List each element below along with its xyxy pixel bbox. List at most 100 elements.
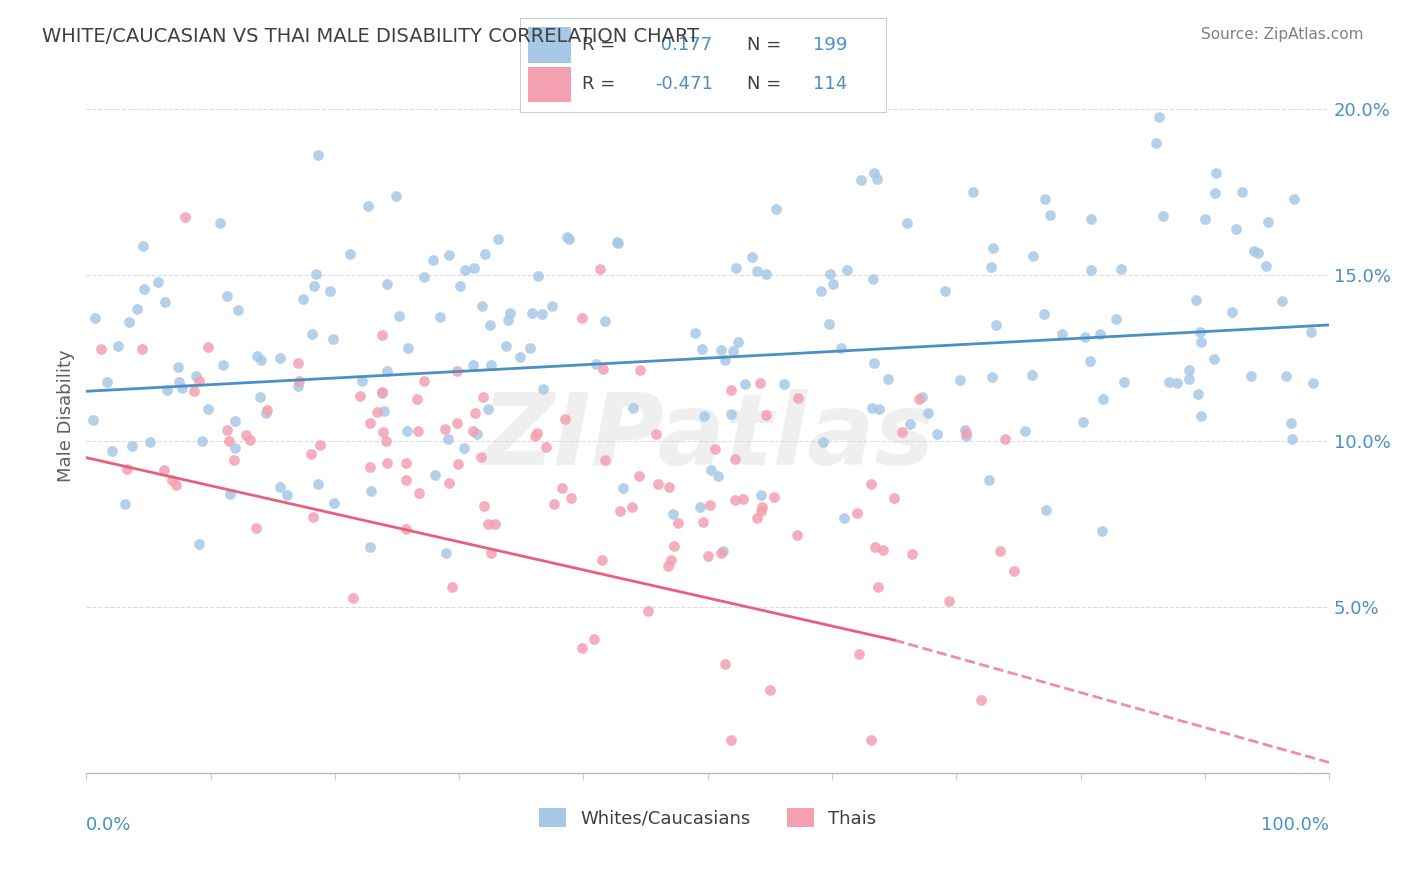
Point xyxy=(1247,246,1270,260)
Point xyxy=(464,406,486,420)
Point xyxy=(349,389,371,403)
Point xyxy=(486,232,509,246)
Point xyxy=(862,272,884,286)
Point xyxy=(352,374,374,388)
Point xyxy=(269,480,291,494)
Point xyxy=(219,487,242,501)
Point xyxy=(1239,368,1261,383)
Point xyxy=(474,247,496,261)
Point xyxy=(1220,305,1243,319)
Point xyxy=(375,456,398,470)
Point xyxy=(749,487,772,501)
Point xyxy=(1302,376,1324,390)
Text: N =: N = xyxy=(747,75,782,94)
Point xyxy=(1080,262,1102,277)
Point xyxy=(1033,307,1056,321)
Point xyxy=(745,264,768,278)
Point xyxy=(1021,368,1043,383)
Point xyxy=(755,267,778,281)
Point xyxy=(519,341,541,355)
Point xyxy=(90,342,112,356)
Point xyxy=(689,500,711,515)
Point xyxy=(395,424,418,438)
Point xyxy=(1184,293,1206,307)
Point xyxy=(235,427,257,442)
Point xyxy=(373,425,395,440)
Point xyxy=(721,344,744,359)
Point xyxy=(408,486,430,500)
Point xyxy=(118,315,141,329)
Point xyxy=(209,217,232,231)
Point xyxy=(226,303,249,318)
Point xyxy=(647,477,669,491)
Point xyxy=(288,375,311,389)
Point xyxy=(723,493,745,508)
Y-axis label: Male Disability: Male Disability xyxy=(58,350,75,483)
Point xyxy=(470,450,492,464)
Point xyxy=(307,148,329,162)
Point xyxy=(370,384,392,399)
Point xyxy=(461,424,484,438)
Point xyxy=(745,511,768,525)
Point xyxy=(984,318,1007,332)
Point xyxy=(160,473,183,487)
Point xyxy=(307,477,329,491)
Point xyxy=(446,364,468,378)
Point xyxy=(835,263,858,277)
Point xyxy=(990,544,1012,558)
Point xyxy=(720,732,742,747)
Point xyxy=(446,416,468,430)
Point xyxy=(1091,392,1114,406)
Point xyxy=(131,239,153,253)
Point xyxy=(484,516,506,531)
Point xyxy=(139,434,162,449)
Text: R =: R = xyxy=(582,36,616,54)
Point xyxy=(375,277,398,291)
Text: -0.471: -0.471 xyxy=(655,75,713,94)
Point xyxy=(470,299,492,313)
Point xyxy=(994,432,1017,446)
Point xyxy=(187,537,209,551)
Point xyxy=(375,434,398,449)
Point xyxy=(1039,208,1062,222)
Point xyxy=(720,407,742,421)
Point xyxy=(305,267,328,281)
Point xyxy=(82,413,104,427)
Point xyxy=(453,441,475,455)
Point xyxy=(628,468,651,483)
Legend: Whites/Caucasians, Thais: Whites/Caucasians, Thais xyxy=(531,801,884,835)
Point xyxy=(479,318,502,332)
Point xyxy=(1014,424,1036,438)
Point xyxy=(412,269,434,284)
Point xyxy=(472,390,495,404)
Point xyxy=(1204,351,1226,366)
Point xyxy=(877,372,900,386)
Point xyxy=(359,540,381,554)
Point xyxy=(167,359,190,374)
Point xyxy=(583,632,606,646)
Point xyxy=(187,374,209,388)
Point xyxy=(212,358,235,372)
Point xyxy=(395,456,418,470)
Point xyxy=(733,491,755,506)
Point xyxy=(531,382,554,396)
Point xyxy=(454,263,477,277)
Point xyxy=(523,428,546,442)
Point xyxy=(434,422,457,436)
Point xyxy=(543,497,565,511)
Point xyxy=(1254,259,1277,273)
Point xyxy=(710,546,733,560)
Point xyxy=(84,311,107,326)
Point xyxy=(101,444,124,458)
Point xyxy=(375,363,398,377)
Point xyxy=(589,261,612,276)
Point xyxy=(239,434,262,448)
Point xyxy=(628,363,651,377)
Point xyxy=(527,268,550,283)
Point xyxy=(1074,329,1097,343)
Point xyxy=(1281,432,1303,446)
Point xyxy=(359,459,381,474)
Point xyxy=(359,417,381,431)
Text: R =: R = xyxy=(582,75,616,94)
Point xyxy=(156,384,179,398)
